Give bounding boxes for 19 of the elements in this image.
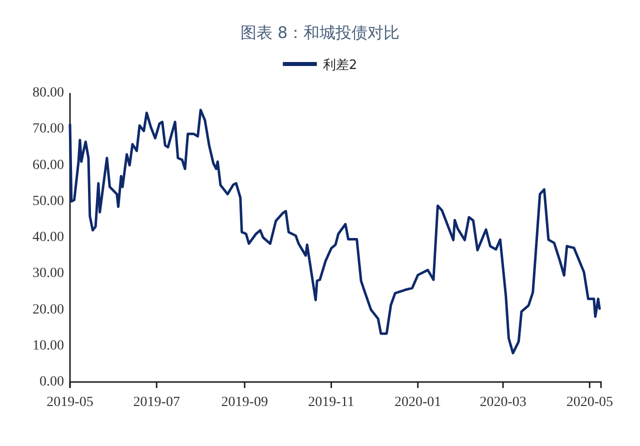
- y-tick-label: 0.00: [40, 374, 64, 390]
- y-tick-label: 70.00: [32, 122, 64, 137]
- chart-title: 图表 8：和城投债对比: [240, 23, 400, 42]
- y-tick-label: 10.00: [32, 338, 64, 354]
- x-tick-label: 2019-07: [133, 395, 180, 410]
- x-tick-label: 2019-05: [46, 395, 94, 410]
- y-tick-label: 80.00: [32, 86, 64, 100]
- x-tick-label: 2019-11: [308, 395, 354, 410]
- line-series: [68, 108, 601, 354]
- y-tick-label: 50.00: [32, 194, 64, 209]
- y-tick-label: 60.00: [32, 158, 64, 173]
- legend-label: 利差2: [322, 58, 358, 73]
- x-tick-label: 2020-03: [480, 395, 526, 410]
- x-tick-label: 2020-01: [394, 395, 442, 410]
- x-tick-label: 2019-09: [221, 395, 268, 410]
- y-tick-label: 20.00: [32, 302, 64, 318]
- x-tick-label: 2020-05: [566, 395, 613, 410]
- y-tick-label: 30.00: [32, 266, 64, 282]
- y-tick-label: 40.00: [32, 230, 64, 245]
